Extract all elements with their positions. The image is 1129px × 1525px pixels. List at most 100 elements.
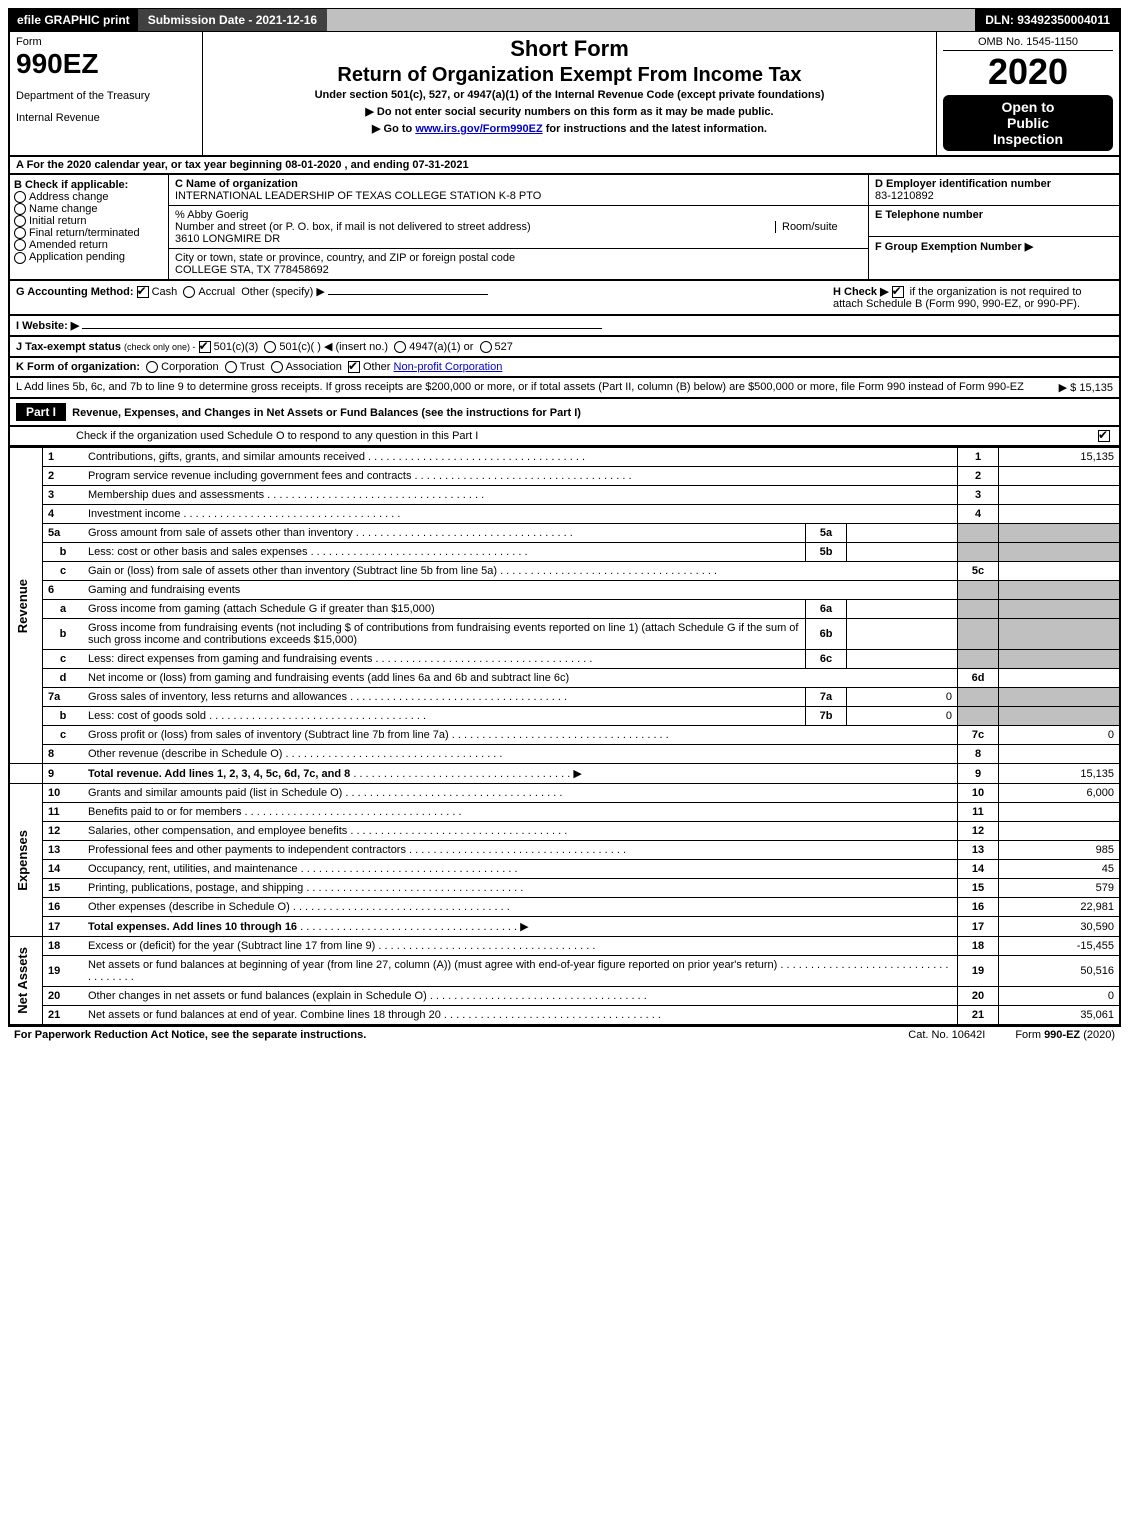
l3-desc: Membership dues and assessments bbox=[83, 486, 958, 505]
goto-post: for instructions and the latest informat… bbox=[546, 123, 767, 135]
l6c-mv bbox=[847, 650, 958, 669]
info-grid: B Check if applicable: Address change Na… bbox=[8, 175, 1121, 281]
group-exemption-label: F Group Exemption Number ▶ bbox=[875, 240, 1113, 253]
header-right: OMB No. 1545-1150 2020 Open to Public In… bbox=[937, 32, 1119, 155]
l18-val: -15,455 bbox=[999, 937, 1120, 956]
l20-val: 0 bbox=[999, 987, 1120, 1006]
footer-cat: Cat. No. 10642I bbox=[908, 1029, 985, 1041]
l8-rn: 8 bbox=[958, 745, 999, 764]
l8-desc: Other revenue (describe in Schedule O) bbox=[83, 745, 958, 764]
chk-527[interactable] bbox=[480, 341, 492, 353]
org-name-label: C Name of organization bbox=[175, 178, 862, 190]
l5a-desc: Gross amount from sale of assets other t… bbox=[83, 524, 806, 543]
l1-rn: 1 bbox=[958, 448, 999, 467]
l6-num: 6 bbox=[43, 581, 84, 600]
chk-other-org[interactable] bbox=[348, 361, 360, 373]
l5a-mv bbox=[847, 524, 958, 543]
l7c-rn: 7c bbox=[958, 726, 999, 745]
ein-value: 83-1210892 bbox=[875, 190, 1113, 202]
l6d-rn: 6d bbox=[958, 669, 999, 688]
l21-rn: 21 bbox=[958, 1006, 999, 1025]
l19-desc: Net assets or fund balances at beginning… bbox=[83, 956, 958, 987]
l19-num: 19 bbox=[43, 956, 84, 987]
l7b-desc: Less: cost of goods sold bbox=[83, 707, 806, 726]
l11-val bbox=[999, 803, 1120, 822]
g-label: G Accounting Method: bbox=[16, 286, 134, 298]
chk-trust[interactable] bbox=[225, 361, 237, 373]
part-1-check: Check if the organization used Schedule … bbox=[8, 427, 1121, 447]
l7a-desc: Gross sales of inventory, less returns a… bbox=[83, 688, 806, 707]
org-name: INTERNATIONAL LEADERSHIP OF TEXAS COLLEG… bbox=[175, 190, 862, 202]
chk-association[interactable] bbox=[271, 361, 283, 373]
col-de: D Employer identification number 83-1210… bbox=[869, 175, 1119, 279]
return-title: Return of Organization Exempt From Incom… bbox=[211, 64, 928, 87]
l3-val bbox=[999, 486, 1120, 505]
l4-num: 4 bbox=[43, 505, 84, 524]
revenue-section-label: Revenue bbox=[15, 579, 30, 633]
l6b-ml: 6b bbox=[806, 619, 847, 650]
chk-final-return[interactable]: Final return/terminated bbox=[14, 227, 164, 239]
l9-rn: 9 bbox=[958, 764, 999, 784]
website-line: I Website: ▶ bbox=[8, 316, 1121, 337]
short-form-title: Short Form bbox=[211, 36, 928, 62]
tax-exempt-line: J Tax-exempt status (check only one) - 5… bbox=[8, 337, 1121, 358]
l7c-val: 0 bbox=[999, 726, 1120, 745]
l1-num: 1 bbox=[43, 448, 84, 467]
l19-val: 50,516 bbox=[999, 956, 1120, 987]
footer-left: For Paperwork Reduction Act Notice, see … bbox=[14, 1029, 878, 1041]
l10-desc: Grants and similar amounts paid (list in… bbox=[83, 784, 958, 803]
l20-desc: Other changes in net assets or fund bala… bbox=[83, 987, 958, 1006]
l16-val: 22,981 bbox=[999, 898, 1120, 917]
l6c-desc: Less: direct expenses from gaming and fu… bbox=[83, 650, 806, 669]
open-line2: Public bbox=[947, 115, 1109, 131]
chk-501c3[interactable] bbox=[199, 341, 211, 353]
irs-label: Internal Revenue bbox=[16, 112, 196, 124]
chk-amended-return[interactable]: Amended return bbox=[14, 239, 164, 251]
irs-link[interactable]: www.irs.gov/Form990EZ bbox=[415, 123, 542, 135]
l16-num: 16 bbox=[43, 898, 84, 917]
footer-right: Form 990-EZ (2020) bbox=[1015, 1029, 1115, 1041]
chk-initial-return[interactable]: Initial return bbox=[14, 215, 164, 227]
l11-rn: 11 bbox=[958, 803, 999, 822]
k-label: K Form of organization: bbox=[16, 361, 140, 373]
l11-desc: Benefits paid to or for members bbox=[83, 803, 958, 822]
omb-number: OMB No. 1545-1150 bbox=[943, 36, 1113, 51]
l6a-desc: Gross income from gaming (attach Schedul… bbox=[83, 600, 806, 619]
l14-rn: 14 bbox=[958, 860, 999, 879]
top-bar: efile GRAPHIC print Submission Date - 20… bbox=[8, 8, 1121, 32]
chk-accrual[interactable] bbox=[183, 286, 195, 298]
chk-501c[interactable] bbox=[264, 341, 276, 353]
form-header: Form 990EZ Department of the Treasury In… bbox=[8, 32, 1121, 157]
l12-desc: Salaries, other compensation, and employ… bbox=[83, 822, 958, 841]
l6d-num: d bbox=[43, 669, 84, 688]
l14-num: 14 bbox=[43, 860, 84, 879]
other-input[interactable] bbox=[328, 294, 488, 295]
website-input[interactable] bbox=[82, 328, 602, 329]
other-org-value[interactable]: Non-profit Corporation bbox=[394, 361, 503, 373]
submission-date: Submission Date - 2021-12-16 bbox=[138, 9, 327, 31]
chk-4947[interactable] bbox=[394, 341, 406, 353]
l17-desc: Total expenses. Add lines 10 through 16 … bbox=[83, 917, 958, 937]
l5b-rn bbox=[958, 543, 999, 562]
chk-name-change[interactable]: Name change bbox=[14, 203, 164, 215]
header-left: Form 990EZ Department of the Treasury In… bbox=[10, 32, 203, 155]
form-number: 990EZ bbox=[16, 48, 196, 80]
l3-rn: 3 bbox=[958, 486, 999, 505]
chk-cash[interactable] bbox=[137, 286, 149, 298]
l17-num: 17 bbox=[43, 917, 84, 937]
chk-schedule-o[interactable] bbox=[1098, 430, 1110, 442]
l5c-num: c bbox=[43, 562, 84, 581]
open-line3: Inspection bbox=[947, 131, 1109, 147]
l8-num: 8 bbox=[43, 745, 84, 764]
chk-application-pending[interactable]: Application pending bbox=[14, 251, 164, 263]
l19-rn: 19 bbox=[958, 956, 999, 987]
dln-label: DLN: 93492350004011 bbox=[975, 9, 1120, 31]
l15-val: 579 bbox=[999, 879, 1120, 898]
efile-label[interactable]: efile GRAPHIC print bbox=[9, 9, 138, 31]
chk-schedule-b[interactable] bbox=[892, 286, 904, 298]
chk-corporation[interactable] bbox=[146, 361, 158, 373]
phone-label: E Telephone number bbox=[875, 209, 1113, 221]
chk-address-change[interactable]: Address change bbox=[14, 191, 164, 203]
header-center: Short Form Return of Organization Exempt… bbox=[203, 32, 937, 155]
subtitle: Under section 501(c), 527, or 4947(a)(1)… bbox=[211, 89, 928, 101]
